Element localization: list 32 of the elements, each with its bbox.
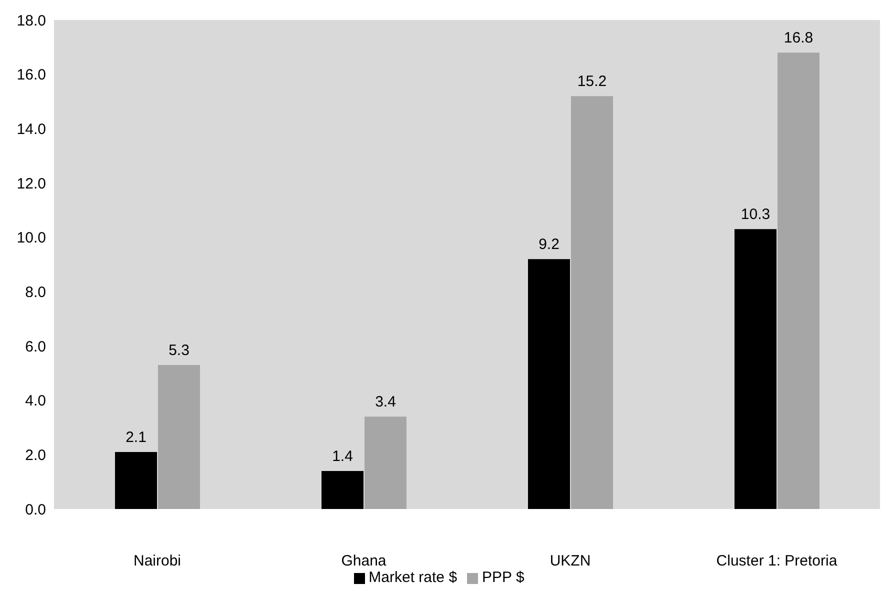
- x-tick-label: Nairobi: [133, 552, 182, 570]
- bar: [734, 229, 776, 509]
- legend-label: Market rate $: [368, 569, 458, 586]
- y-tick-label: 0.0: [25, 501, 46, 518]
- data-label: 9.2: [538, 236, 560, 254]
- y-tick-label: 12.0: [16, 175, 46, 192]
- bar: [115, 452, 157, 509]
- data-label: 5.3: [168, 342, 190, 360]
- y-tick-label: 14.0: [16, 120, 46, 138]
- bar: [322, 470, 364, 509]
- x-tick-label: Cluster 1: Pretoria: [716, 552, 838, 570]
- data-label: 10.3: [740, 206, 770, 224]
- bar: [364, 416, 406, 509]
- x-tick-label: Ghana: [341, 552, 387, 570]
- bar: [158, 365, 200, 509]
- x-tick-label: UKZN: [550, 552, 591, 570]
- data-label: 16.8: [784, 30, 814, 47]
- y-tick-label: 10.0: [16, 230, 46, 247]
- data-label: 15.2: [577, 73, 607, 90]
- y-tick-label: 4.0: [25, 392, 46, 410]
- y-tick-label: 2.0: [25, 446, 46, 464]
- y-tick-label: 8.0: [25, 284, 46, 301]
- bar: [571, 96, 613, 509]
- data-label: 2.1: [126, 428, 146, 446]
- y-tick-label: 16.0: [16, 66, 46, 84]
- bar: [528, 259, 570, 509]
- bar: [778, 52, 820, 509]
- data-label: 1.4: [332, 448, 353, 465]
- legend-label: PPP $: [482, 569, 524, 586]
- data-label: 3.4: [375, 394, 396, 411]
- y-tick-label: 6.0: [25, 338, 46, 356]
- y-tick-label: 18.0: [16, 12, 46, 30]
